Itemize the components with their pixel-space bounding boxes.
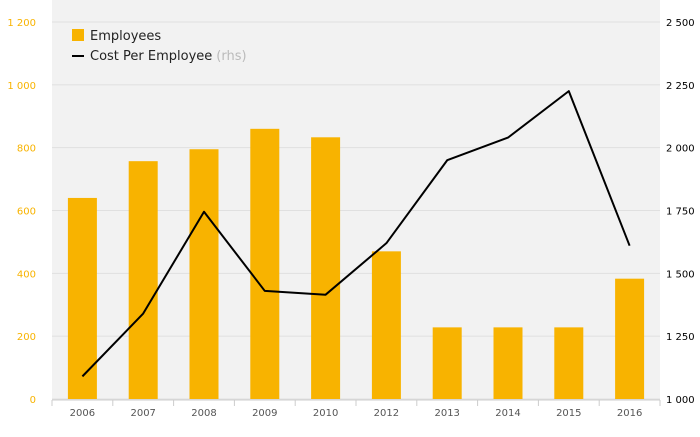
bar-2008 — [189, 149, 219, 399]
x-axis-tick-label-7: 2014 — [495, 408, 520, 419]
bar-2010 — [311, 137, 341, 399]
x-axis: 2006 2007 2008 2009 2010 2012 2013 2014 2015 2016 — [51, 399, 661, 419]
x-axis-tick-label-0: 2006 — [70, 408, 95, 419]
y-right-tick-label-5: 2 250 — [666, 81, 695, 92]
y-left-tick-label-4: 800 — [17, 144, 36, 155]
y-left-tick-label-0: 0 — [30, 395, 36, 406]
x-axis-tick-label-8: 2015 — [556, 408, 581, 419]
legend-swatch-employees — [72, 29, 84, 41]
legend-item-employees[interactable]: Employees — [72, 29, 161, 44]
y-axis-left: 0 200 400 600 800 1 000 1 200 — [7, 18, 36, 406]
x-axis-tick-label-2: 2008 — [191, 408, 216, 419]
y-left-tick-label-5: 1 000 — [7, 81, 36, 92]
cost-per-employee-line — [81, 90, 631, 378]
bar-series — [67, 128, 645, 400]
x-axis-tick-label-3: 2009 — [252, 408, 277, 419]
y-axis-right: 1 000 1 250 1 500 1 750 2 000 2 250 2 500 — [666, 18, 695, 406]
x-axis-tick-label-5: 2012 — [374, 408, 399, 419]
y-right-tick-label-4: 2 000 — [666, 144, 695, 155]
x-axis-tick-label-6: 2013 — [434, 408, 459, 419]
legend: Employees Cost Per Employee (rhs) — [72, 29, 247, 64]
bar-2013 — [432, 327, 462, 399]
bar-2006 — [67, 197, 97, 399]
bar-2012 — [371, 251, 401, 399]
y-right-tick-label-1: 1 250 — [666, 332, 695, 343]
y-right-tick-label-3: 1 750 — [666, 207, 695, 218]
x-axis-tick-label-1: 2007 — [130, 408, 155, 419]
y-right-tick-label-6: 2 500 — [666, 18, 695, 29]
legend-suffix-rhs: (rhs) — [216, 49, 246, 64]
bar-2009 — [250, 128, 280, 400]
bar-2015 — [554, 327, 584, 399]
y-left-tick-label-3: 600 — [17, 207, 36, 218]
y-right-tick-label-2: 1 500 — [666, 269, 695, 280]
y-left-tick-label-2: 400 — [17, 269, 36, 280]
legend-name-cost-per-employee: Cost Per Employee — [90, 49, 212, 64]
bar-2007 — [128, 161, 158, 399]
y-left-tick-label-1: 200 — [17, 332, 36, 343]
legend-item-cost-per-employee[interactable]: Cost Per Employee (rhs) — [72, 49, 247, 64]
legend-label-employees: Employees — [90, 29, 161, 44]
bar-2014 — [493, 327, 523, 399]
legend-label-cost-per-employee: Cost Per Employee (rhs) — [90, 49, 247, 64]
bar-2016 — [615, 278, 645, 399]
y-left-tick-label-6: 1 200 — [7, 18, 36, 29]
line-series — [81, 90, 631, 378]
y-right-tick-label-0: 1 000 — [666, 395, 695, 406]
x-axis-tick-label-4: 2010 — [313, 408, 338, 419]
x-axis-tick-label-9: 2016 — [617, 408, 642, 419]
